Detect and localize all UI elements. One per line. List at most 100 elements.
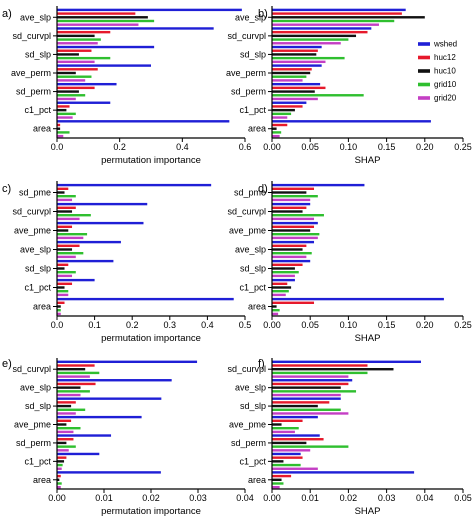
bar-grid10-sd_slp bbox=[272, 271, 299, 274]
x-tick-label: 0.05 bbox=[454, 493, 472, 503]
x-tick-label: 0.04 bbox=[416, 493, 434, 503]
bar-huc12-ave_pme bbox=[272, 419, 303, 422]
x-tick-label: 0.6 bbox=[239, 142, 252, 152]
y-tick-label: ave_slp bbox=[20, 12, 51, 22]
bar-grid10-sd_perm bbox=[57, 445, 76, 448]
bar-wshed-sd_curvpl bbox=[57, 360, 198, 364]
panel-label: b) bbox=[258, 8, 268, 20]
x-tick-label: 0.1 bbox=[88, 320, 101, 330]
y-tick-label: ave_slp bbox=[235, 12, 266, 22]
bar-huc12-sd_curvpl bbox=[272, 206, 307, 209]
x-tick-label: 0.4 bbox=[201, 320, 214, 330]
y-tick-label: ave_slp bbox=[235, 245, 266, 255]
bar-wshed-ave_slp bbox=[57, 240, 121, 244]
bar-huc10-area bbox=[57, 127, 61, 130]
bar-huc12-area bbox=[272, 474, 292, 478]
bar-wshed-sd_curvpl bbox=[272, 360, 421, 364]
bar-huc12-ave_pme bbox=[57, 225, 73, 228]
y-tick-label: sd_slp bbox=[25, 49, 51, 59]
bar-wshed-ave_perm bbox=[272, 64, 322, 67]
bar-grid10-c1_pct bbox=[272, 290, 289, 293]
y-tick-label: sd_curvpl bbox=[12, 31, 51, 41]
y-tick-label: c1_pct bbox=[24, 456, 51, 466]
bar-grid10-sd_curvpl bbox=[57, 214, 91, 217]
bar-grid20-ave_slp bbox=[57, 23, 139, 26]
bar-wshed-c1_pct bbox=[57, 452, 100, 456]
bar-huc10-area bbox=[272, 127, 277, 130]
bar-grid10-area bbox=[57, 131, 70, 134]
legend-swatch-huc10 bbox=[418, 69, 430, 73]
bar-huc12-sd_curvpl bbox=[272, 364, 368, 367]
bar-grid10-area bbox=[57, 482, 62, 485]
y-tick-label: c1_pct bbox=[239, 105, 266, 115]
y-tick-label: sd_slp bbox=[240, 401, 266, 411]
bar-grid10-sd_curvpl bbox=[272, 371, 368, 375]
panel-label: a) bbox=[2, 8, 12, 20]
bar-grid20-c1_pct bbox=[57, 293, 69, 297]
y-tick-label: sd_curvpl bbox=[12, 364, 51, 374]
x-axis-label: permutation importance bbox=[101, 155, 201, 166]
y-tick-label: ave_pme bbox=[14, 226, 51, 236]
bar-huc10-sd_slp bbox=[57, 53, 79, 56]
y-tick-label: sd_curvpl bbox=[227, 31, 266, 41]
bar-grid10-sd_pme bbox=[272, 195, 318, 198]
bar-grid10-sd_curvpl bbox=[57, 38, 101, 41]
bar-huc12-c1_pct bbox=[57, 105, 70, 108]
x-tick-label: 0.00 bbox=[48, 493, 66, 503]
bar-wshed-sd_curvpl bbox=[272, 27, 372, 30]
bar-grid10-sd_slp bbox=[272, 56, 345, 60]
bar-huc10-ave_pme bbox=[57, 423, 67, 426]
bar-grid20-c1_pct bbox=[272, 293, 286, 297]
bar-grid10-sd_slp bbox=[57, 271, 76, 274]
bar-grid20-area bbox=[272, 312, 279, 316]
bar-grid10-ave_perm bbox=[57, 75, 92, 78]
bar-huc12-area bbox=[57, 123, 61, 127]
bar-huc12-sd_curvpl bbox=[57, 30, 111, 34]
bar-grid20-sd_slp bbox=[57, 60, 95, 64]
bar-huc12-sd_perm bbox=[57, 438, 74, 441]
bar-grid20-c1_pct bbox=[272, 467, 318, 470]
bar-grid10-ave_slp bbox=[57, 252, 84, 255]
bar-grid20-area bbox=[57, 134, 64, 138]
y-tick-label: sd_curvpl bbox=[12, 207, 51, 217]
bar-grid20-sd_curvpl bbox=[272, 42, 341, 45]
bar-wshed-ave_slp bbox=[57, 8, 242, 12]
bar-grid10-c1_pct bbox=[272, 463, 301, 467]
bar-wshed-sd_slp bbox=[57, 397, 162, 400]
x-tick-label: 0.4 bbox=[176, 142, 189, 152]
y-tick-label: sd_slp bbox=[240, 264, 266, 274]
bar-huc10-ave_slp bbox=[57, 386, 81, 389]
bar-grid20-ave_perm bbox=[57, 79, 86, 82]
x-axis-label: SHAP bbox=[355, 155, 381, 166]
bar-grid20-ave_pme bbox=[272, 236, 318, 240]
bar-wshed-sd_perm bbox=[272, 82, 321, 86]
bar-huc10-ave_slp bbox=[272, 248, 303, 251]
bar-huc12-sd_slp bbox=[272, 263, 303, 266]
bar-huc10-c1_pct bbox=[272, 286, 292, 289]
bar-grid20-sd_perm bbox=[57, 449, 69, 452]
bar-grid20-sd_slp bbox=[57, 412, 76, 415]
y-tick-label: sd_perm bbox=[16, 87, 51, 97]
bar-grid10-sd_slp bbox=[57, 56, 111, 60]
bar-grid10-sd_slp bbox=[57, 408, 86, 411]
bar-huc12-sd_perm bbox=[272, 438, 324, 441]
y-tick-label: area bbox=[248, 302, 266, 312]
bar-grid10-c1_pct bbox=[272, 112, 292, 116]
panel-b: b)ave_slp sd_curvpl sd_slp ave_perm sd_permc… bbox=[226, 6, 472, 166]
bar-huc12-sd_slp bbox=[272, 49, 318, 52]
bar-wshed-sd_slp bbox=[272, 397, 341, 400]
y-tick-label: ave_slp bbox=[235, 383, 266, 393]
bar-wshed-area bbox=[272, 471, 415, 474]
bar-grid20-sd_curvpl bbox=[272, 375, 349, 378]
x-tick-label: 0.00 bbox=[263, 320, 281, 330]
bar-wshed-area bbox=[57, 471, 161, 474]
x-tick-label: 0.5 bbox=[239, 320, 252, 330]
y-tick-label: sd_slp bbox=[25, 264, 51, 274]
bar-grid10-ave_slp bbox=[272, 252, 312, 255]
bar-wshed-ave_slp bbox=[272, 379, 353, 382]
bar-huc12-area bbox=[57, 474, 61, 478]
bar-huc12-sd_curvpl bbox=[57, 364, 95, 367]
x-tick-label: 0.04 bbox=[236, 493, 254, 503]
panel-c: c) sd_pme sd_curvpl ave_pme ave_slp sd_slp c1_… bbox=[2, 181, 251, 344]
